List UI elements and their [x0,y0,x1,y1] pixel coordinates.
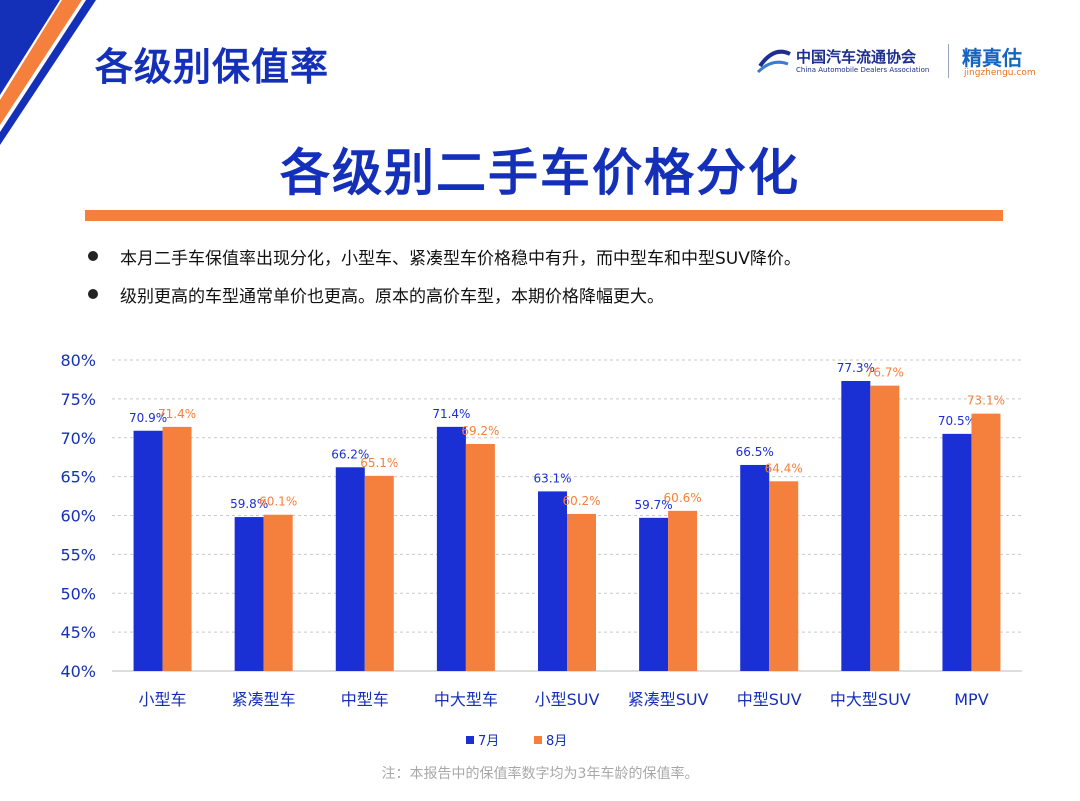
corner-stripes-decoration [0,0,96,145]
x-tick-label: 中大型SUV [830,690,911,709]
bar [971,413,1001,671]
cada-logo-text: 中国汽车流通协会 [796,48,917,66]
y-tick-label: 70% [60,429,96,448]
bar [234,517,264,671]
y-tick-label: 60% [60,507,96,526]
jingzhengu-logo-url: jingzhengu.com [964,68,1036,78]
y-tick-label: 75% [60,390,96,409]
data-label: 69.2% [461,424,499,438]
y-tick-label: 65% [60,468,96,487]
data-label: 59.8% [230,497,268,511]
x-tick-label: 中型SUV [737,690,802,709]
bar [870,385,900,671]
cada-logo-subtext: China Automobile Dealers Association [796,66,930,74]
bullet-dot-icon [88,289,98,299]
bullet-text: 本月二手车保值率出现分化，小型车、紧凑型车价格稳中有升，而中型车和中型SUV降价… [120,249,801,269]
legend-label: 7月 [478,734,499,749]
bar [841,380,871,671]
y-tick-label: 55% [60,545,96,564]
data-label: 70.9% [129,411,167,425]
jingzhengu-logo-text: 精真估 [962,46,1022,70]
bar [567,513,596,671]
bar [769,481,799,671]
x-tick-label: 中型车 [341,690,389,709]
data-label: 66.5% [736,445,774,459]
data-label: 64.4% [765,461,803,475]
data-label: 71.4% [432,407,470,421]
bar [133,430,163,671]
data-label: 66.2% [331,447,369,461]
data-label: 65.1% [360,456,398,470]
y-tick-label: 45% [60,623,96,642]
bar [335,467,365,671]
bullet-list: 本月二手车保值率出现分化，小型车、紧凑型车价格稳中有升，而中型车和中型SUV降价… [88,244,801,320]
y-tick-label: 40% [60,662,96,681]
y-tick-label: 50% [60,584,96,603]
legend-swatch [466,736,474,744]
title-underline-bar [85,210,1003,221]
data-label: 77.3% [837,361,875,375]
bullet-text: 级别更高的车型通常单价也更高。原本的高价车型，本期价格降幅更大。 [120,287,664,307]
bar [465,443,495,671]
bar [740,464,770,671]
bar [162,426,192,671]
page-title: 各级别保值率 [95,45,330,89]
legend-swatch [534,736,542,744]
x-tick-label: 小型车 [139,690,187,709]
x-tick-label: 小型SUV [535,690,600,709]
data-label: 60.1% [259,495,297,509]
x-tick-label: 紧凑型SUV [628,690,709,709]
bar [263,514,293,671]
bullet-dot-icon [88,251,98,261]
bar [364,475,394,671]
header-logos: 中国汽车流通协会 China Automobile Dealers Associ… [756,40,1056,84]
data-label: 60.2% [562,494,600,508]
bar [668,510,698,671]
data-label: 60.6% [664,491,702,505]
data-label: 63.1% [533,471,571,485]
data-label: 71.4% [158,407,196,421]
cada-logo-icon [756,49,791,74]
legend-label: 8月 [546,734,567,749]
x-tick-label: 紧凑型车 [232,690,296,709]
bar [436,426,466,671]
data-label: 59.7% [635,498,673,512]
x-tick-label: MPV [954,690,988,709]
bar [942,433,972,671]
x-tick-label: 中大型车 [434,690,498,709]
y-tick-label: 80% [60,351,96,370]
bullet-item: 级别更高的车型通常单价也更高。原本的高价车型，本期价格降幅更大。 [88,282,801,320]
bar [639,517,669,671]
data-label: 70.5% [938,414,976,428]
data-label: 73.1% [967,394,1005,408]
bar [538,491,567,671]
bullet-item: 本月二手车保值率出现分化，小型车、紧凑型车价格稳中有升，而中型车和中型SUV降价… [88,244,801,282]
data-label: 76.7% [866,366,904,380]
main-title: 各级别二手车价格分化 [280,144,800,202]
footnote: 注：本报告中的保值率数字均为3年车龄的保值率。 [381,766,699,782]
logo-divider [948,44,949,78]
